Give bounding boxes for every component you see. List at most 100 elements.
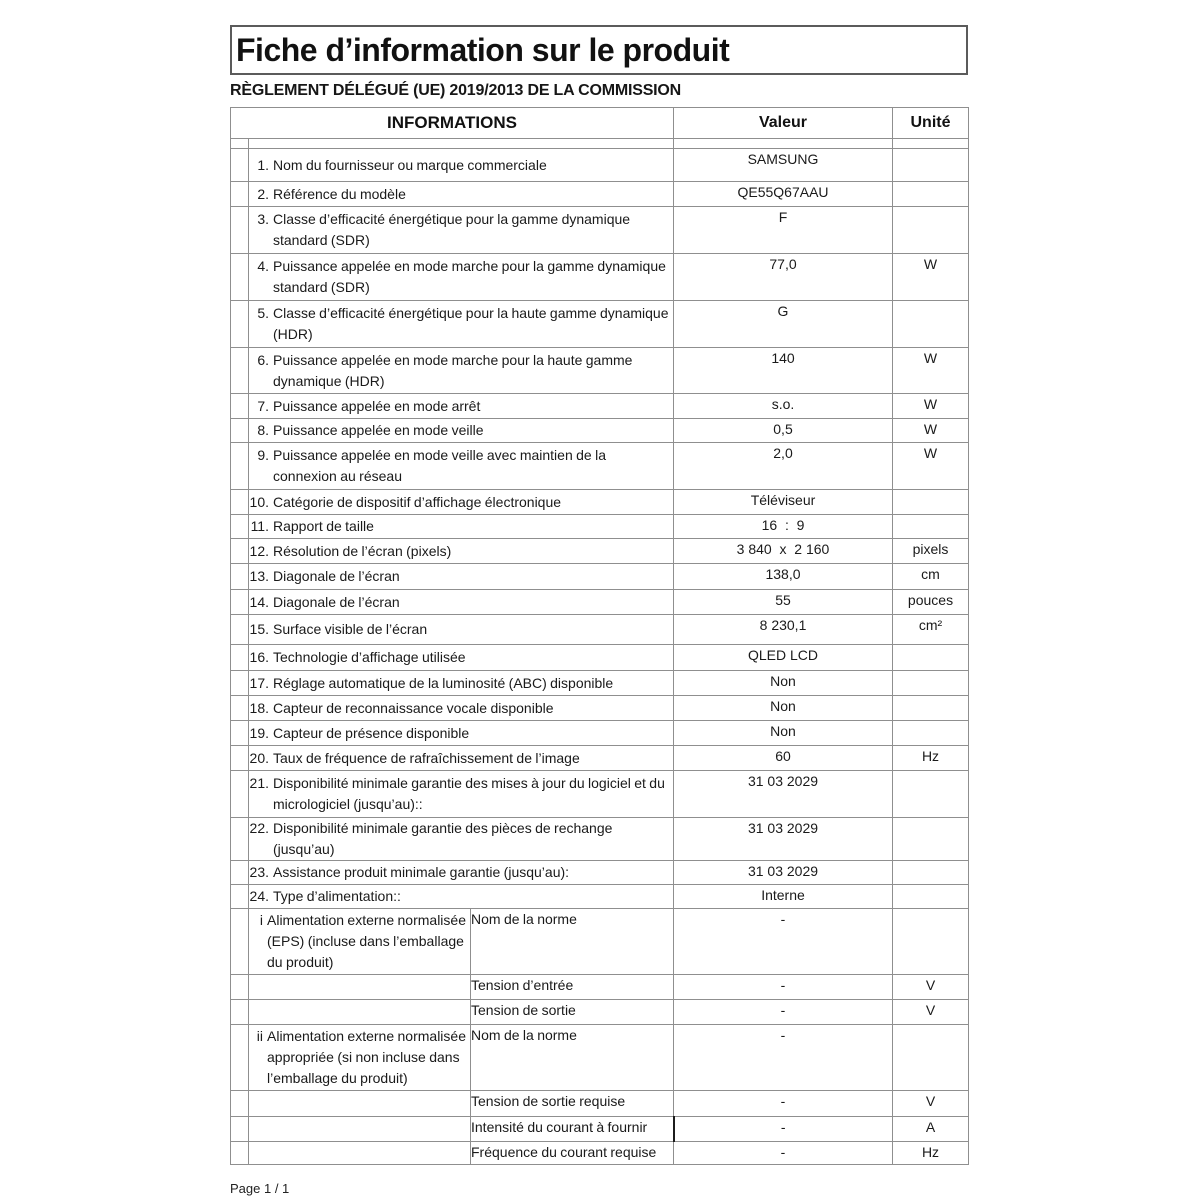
row-unit [892, 181, 969, 207]
row-unit: W [892, 393, 969, 419]
row-label: 24. Type d’alimentation:: [248, 884, 674, 909]
row-label-text: Classe d’efficacité énergétique pour la … [273, 211, 631, 248]
row-value: F [673, 206, 893, 254]
product-fiche-page: Fiche d’information sur le produit RÈGLE… [230, 25, 969, 1196]
row-value: 8 230,1 [673, 614, 893, 645]
table-row: 5. Classe d’efficacité énergétique pour l… [230, 300, 969, 348]
row-label: 8. Puissance appelée en mode veille [248, 418, 674, 443]
row-number: 21. [249, 775, 269, 791]
row-value [673, 138, 893, 149]
row-value: - [673, 1024, 893, 1091]
row-number: 22. [249, 820, 269, 836]
row-label: 4. Puissance appelée en mode marche pour … [248, 253, 674, 301]
row-sublabel: Tension de sortie [470, 999, 674, 1025]
table-row: i Alimentation externe normalisée (EPS) (… [230, 908, 969, 975]
row-label: 13. Diagonale de l’écran [248, 563, 674, 590]
row-label [248, 1116, 471, 1142]
row-number: 9. [257, 447, 269, 463]
row-unit [892, 138, 969, 149]
row-number: 15. [249, 621, 269, 637]
row-label [248, 999, 471, 1025]
row-value: 0,5 [673, 418, 893, 443]
row-label-text: Nom du fournisseur ou marque commerciale [273, 156, 547, 173]
row-sublabel: Nom de la norme [470, 908, 674, 975]
row-unit: V [892, 1090, 969, 1117]
row-label-text: Classe d’efficacité énergétique pour la … [273, 305, 669, 342]
row-label: 10. Catégorie de dispositif d’affichage é… [248, 489, 674, 515]
row-number: 20. [249, 749, 269, 766]
row-value: 31 03 2029 [673, 770, 893, 818]
row-unit [892, 644, 969, 671]
table-row: 8. Puissance appelée en mode veille 0,5 W [230, 418, 969, 443]
page-footer: Page 1 / 1 [230, 1181, 290, 1196]
row-label [248, 1090, 471, 1117]
row-label-text: Rapport de taille [273, 518, 374, 534]
row-label-text: Puissance appelée en mode veille [273, 422, 484, 438]
row-value: QE55Q67AAU [673, 181, 893, 207]
row-unit: V [892, 999, 969, 1025]
page-subtitle: RÈGLEMENT DÉLÉGUÉ (UE) 2019/2013 DE LA C… [230, 82, 682, 99]
row-label-text: Diagonale de l’écran [273, 568, 400, 584]
table-row: 7. Puissance appelée en mode arrêt s.o. W [230, 393, 969, 419]
row-number: 24. [249, 888, 269, 904]
row-number: 16. [249, 649, 269, 665]
row-gutter [230, 1090, 249, 1117]
table-row: 14. Diagonale de l’écran 55 pouces [230, 589, 969, 615]
row-label [248, 138, 674, 149]
row-unit [892, 514, 969, 539]
row-label: 2. Référence du modèle [248, 181, 674, 207]
row-sublabel: Nom de la norme [470, 1024, 674, 1091]
row-gutter [230, 670, 249, 696]
row-unit [892, 695, 969, 721]
row-gutter [230, 1024, 249, 1091]
row-gutter [230, 538, 249, 564]
row-gutter [230, 999, 249, 1025]
row-gutter [230, 393, 249, 419]
row-value: SAMSUNG [673, 148, 893, 182]
spacer-row [230, 138, 969, 149]
row-number: 3. [257, 211, 269, 227]
row-label-text: Technologie d’affichage utilisée [273, 649, 466, 665]
row-gutter [230, 442, 249, 490]
row-number: 1. [257, 156, 269, 173]
title-box: Fiche d’information sur le produit [230, 25, 968, 75]
table-row: 1. Nom du fournisseur ou marque commercia… [230, 148, 969, 182]
row-gutter [230, 908, 249, 975]
row-value: 77,0 [673, 253, 893, 301]
row-sublabel: Fréquence du courant requise [470, 1141, 674, 1165]
row-label-text: Capteur de reconnaissance vocale disponi… [273, 699, 554, 716]
row-label: 14. Diagonale de l’écran [248, 589, 674, 615]
row-unit: W [892, 442, 969, 490]
row-label-text: Surface visible de l’écran [273, 621, 428, 637]
row-unit: W [892, 253, 969, 301]
row-value: 55 [673, 589, 893, 615]
row-value: Interne [673, 884, 893, 909]
row-gutter [230, 148, 249, 182]
row-number: 5. [257, 305, 269, 321]
row-value: Non [673, 695, 893, 721]
row-label-text: Type d’alimentation:: [273, 888, 401, 904]
row-number: 11. [250, 518, 269, 534]
row-label: 21. Disponibilité minimale garantie des m… [248, 770, 674, 818]
row-label-text: Taux de fréquence de rafraîchissement de… [273, 749, 580, 766]
row-unit [892, 770, 969, 818]
table-row: 13. Diagonale de l’écran 138,0 cm [230, 563, 969, 590]
page-title: Fiche d’information sur le produit [236, 31, 730, 68]
row-unit: W [892, 418, 969, 443]
row-gutter [230, 253, 249, 301]
row-unit: cm² [892, 614, 969, 645]
table-row: Tension de sortie requise - V [230, 1090, 969, 1117]
row-value: s.o. [673, 393, 893, 419]
row-label-text: Puissance appelée en mode marche pour la… [273, 351, 633, 389]
row-number: 17. [249, 674, 269, 691]
row-gutter [230, 181, 249, 207]
table-row: 3. Classe d’efficacité énergétique pour l… [230, 206, 969, 254]
row-label-text: Puissance appelée en mode veille avec ma… [273, 447, 606, 484]
table-row: 2. Référence du modèle QE55Q67AAU [230, 181, 969, 207]
row-label: 6. Puissance appelée en mode marche pour … [248, 347, 674, 394]
row-gutter [230, 1141, 249, 1165]
row-unit: Hz [892, 1141, 969, 1165]
row-label-text: Puissance appelée en mode arrêt [273, 397, 481, 414]
row-label: 18. Capteur de reconnaissance vocale disp… [248, 695, 674, 721]
row-unit: pouces [892, 589, 969, 615]
